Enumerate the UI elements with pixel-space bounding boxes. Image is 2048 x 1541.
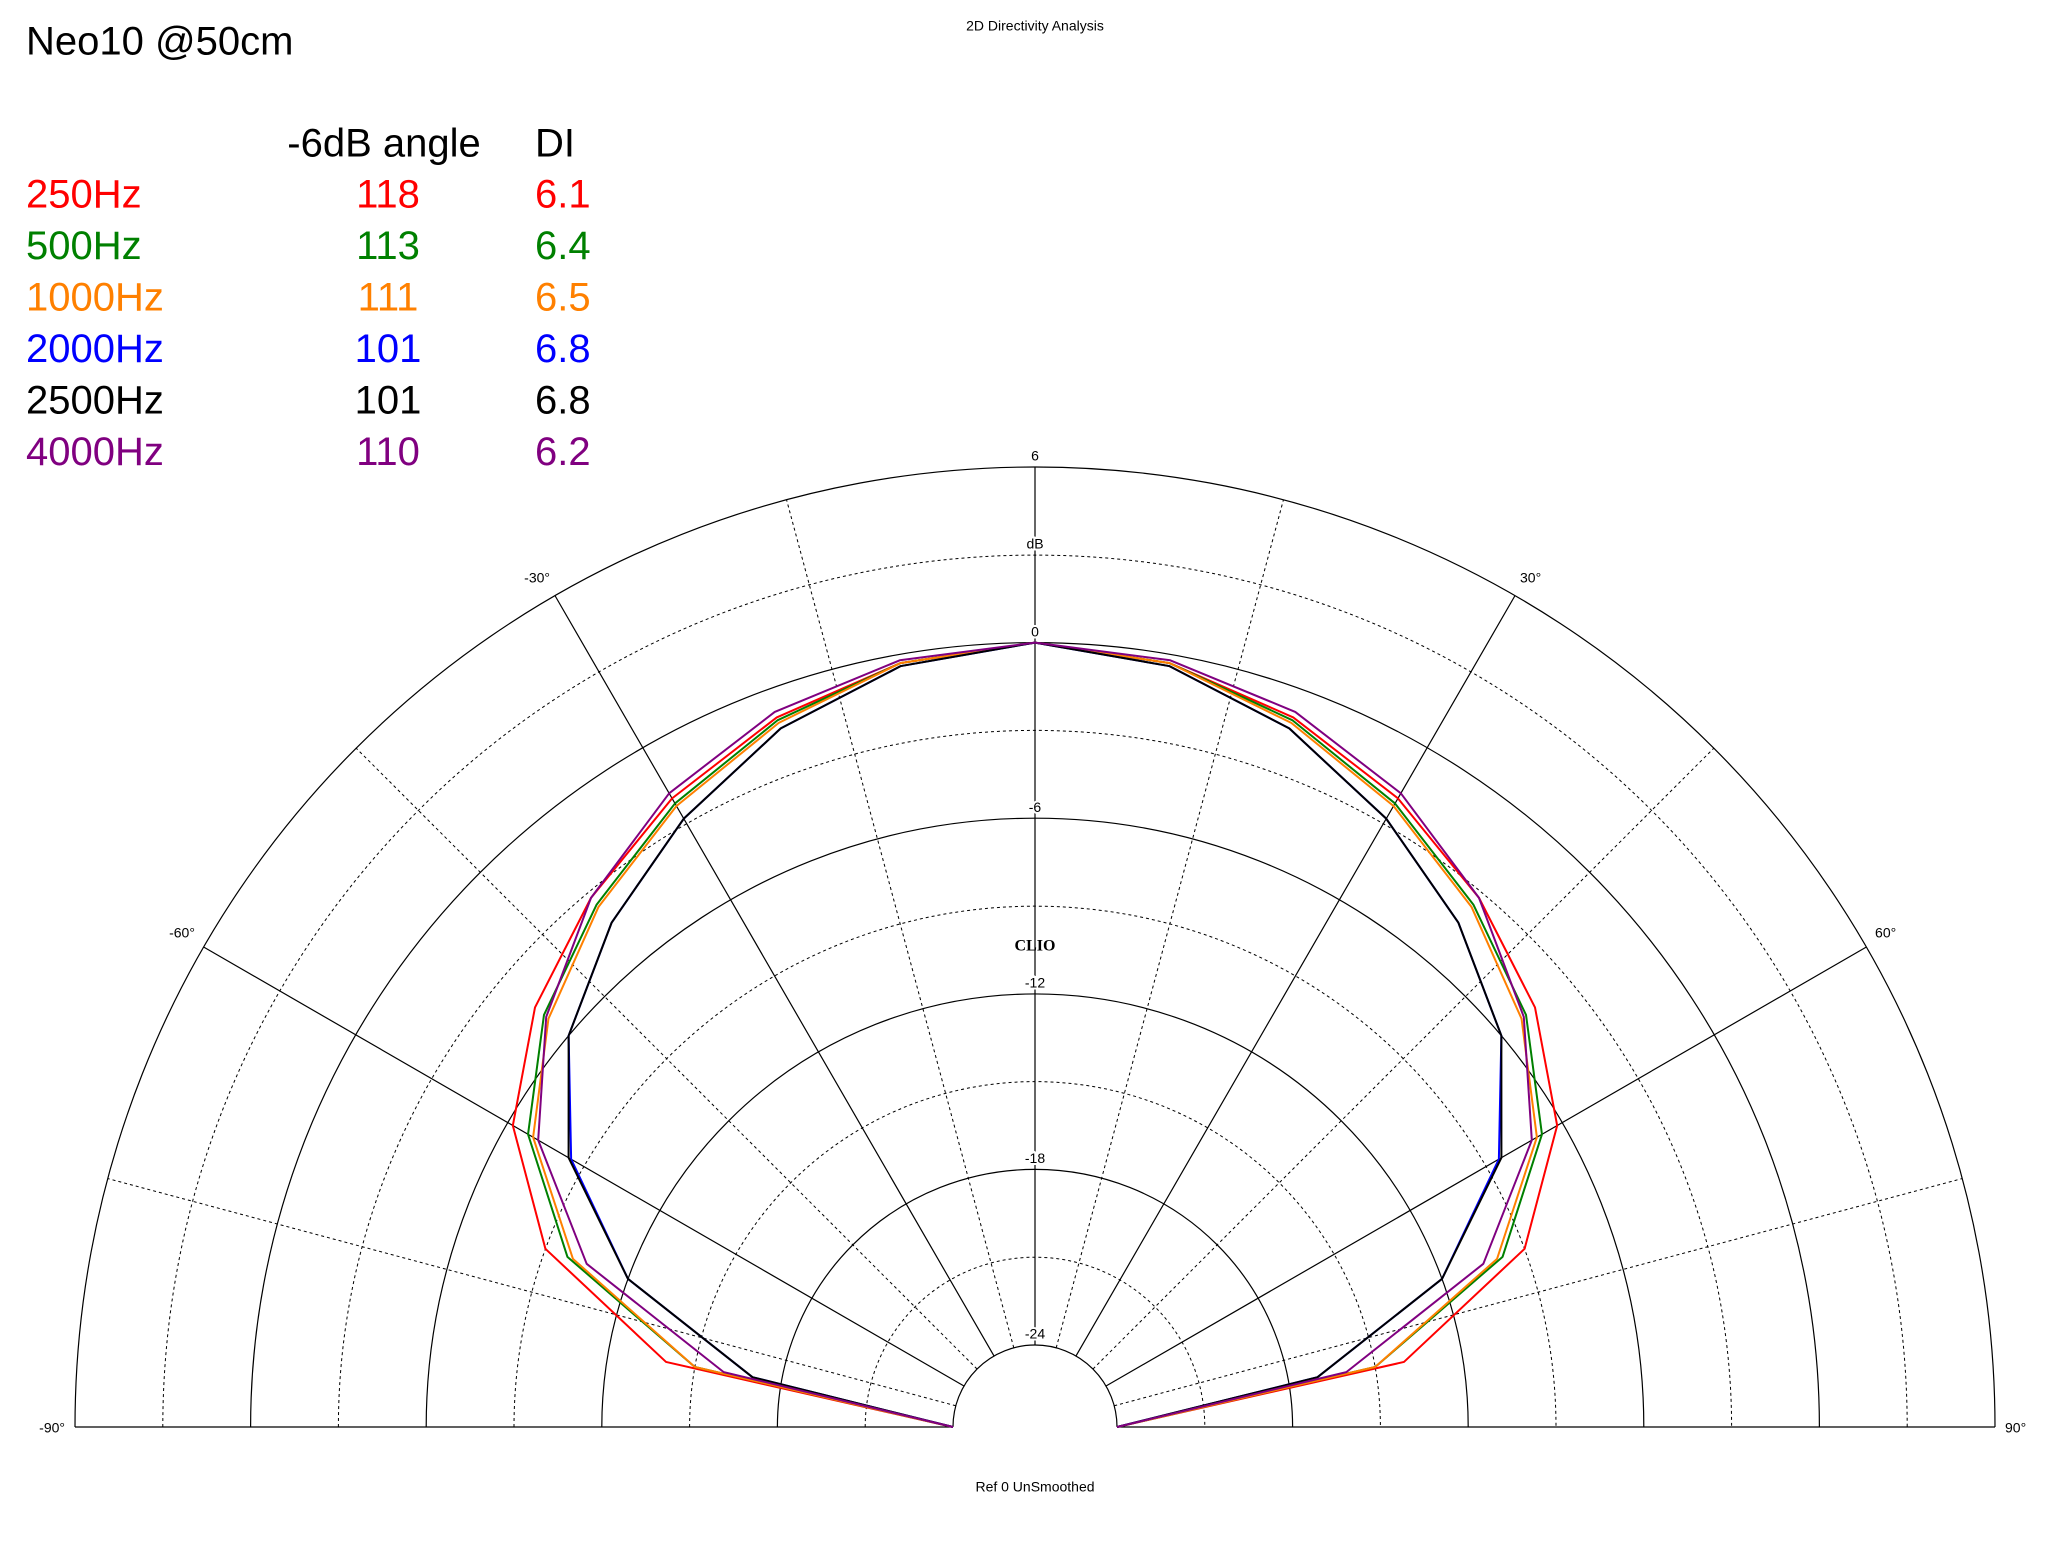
chart-label: Neo10 @50cm [26,20,293,64]
angle-label: -30° [524,570,550,586]
grid [74,466,1996,1428]
beamwidth: 101 [355,327,422,371]
minor-spoke [786,499,1015,1348]
angle-label: -90° [39,1420,65,1436]
ring [952,1344,1118,1428]
legend-label: 500Hz [26,224,142,268]
directivity-index: 6.5 [535,276,591,320]
angle-label: -60° [169,925,195,941]
r-tick-label: -12 [1025,975,1045,991]
spoke [554,595,995,1357]
beamwidth: 111 [358,276,419,320]
angle-label: 90° [2005,1420,2026,1436]
labels: -90° -60° -30° 30° 60° 90° -24 -18 -12 -6 0 6 dB 250H… [26,173,2026,1436]
r-tick-label: -24 [1025,1326,1045,1342]
r-tick-label: -18 [1025,1150,1045,1166]
table-header: DI [535,122,575,166]
directivity-index: 6.4 [535,224,591,268]
angle-label: 60° [1875,925,1896,941]
angle-label: 30° [1520,570,1541,586]
legend-label: 250Hz [26,173,142,217]
legend-label: 4000Hz [26,430,164,474]
spoke [1075,595,1516,1357]
minor-spoke [1055,499,1284,1348]
footer: Ref 0 UnSmoothed [975,1479,1094,1495]
directivity-index: 6.2 [535,430,591,474]
minor-spoke [355,747,978,1370]
minor-spoke [1114,1178,1963,1407]
spoke [1105,946,1867,1387]
curves [511,641,1559,1428]
legend-label: 1000Hz [26,276,164,320]
beamwidth: 113 [356,224,420,268]
legend-label: 2500Hz [26,379,164,423]
minor-spoke [107,1178,956,1407]
spoke [203,946,965,1387]
curve [537,641,1533,1428]
beamwidth: 110 [356,430,420,474]
minor-spoke [1092,747,1715,1370]
chart-title: 2D Directivity Analysis [966,18,1104,34]
legend-label: 2000Hz [26,327,164,371]
table-header: -6dB angle [287,122,480,166]
r-tick-label: -6 [1029,799,1042,815]
beamwidth: 118 [356,173,420,217]
directivity-index: 6.8 [535,327,591,371]
directivity-index: 6.8 [535,379,591,423]
r-tick-label: 0 [1031,623,1039,639]
beamwidth: 101 [355,379,422,423]
r-tick-label: 6 [1031,448,1039,464]
directivity-index: 6.1 [535,173,591,217]
r-unit: dB [1026,536,1043,552]
